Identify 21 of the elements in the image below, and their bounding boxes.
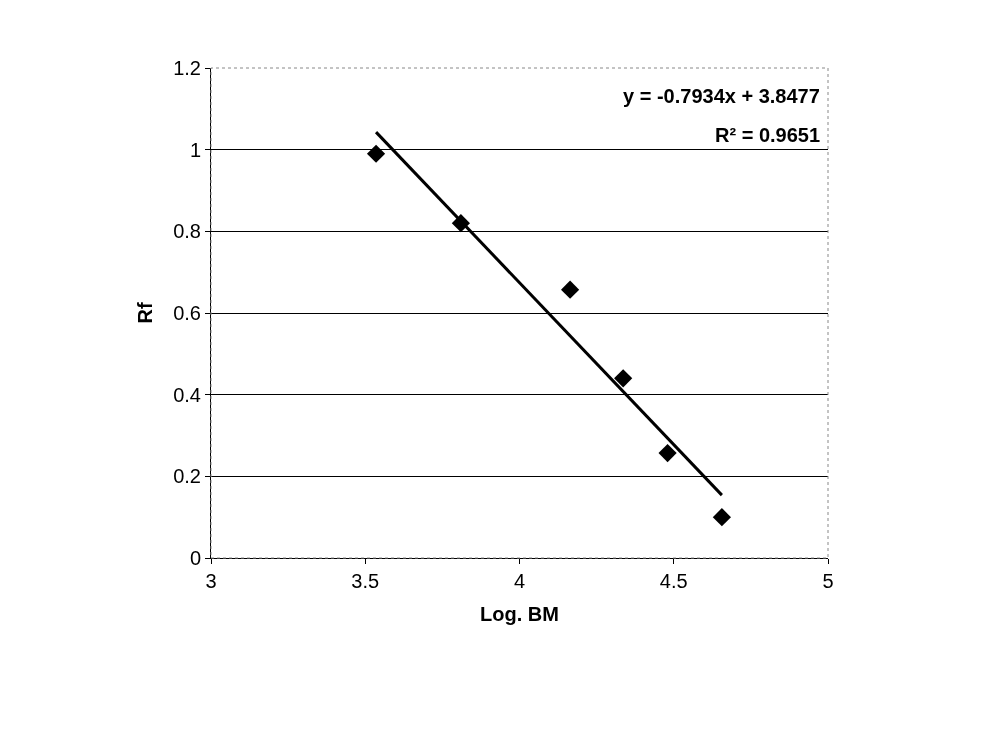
y-tick-label: 0.8: [173, 220, 201, 243]
point: [614, 369, 633, 388]
point: [712, 508, 731, 527]
y-tick-label: 1.2: [173, 57, 201, 79]
x-tick-label: 4: [513, 570, 526, 592]
annotation: R² = 0.9651: [715, 124, 821, 146]
y-tick-label: 0: [189, 547, 201, 569]
y-tick-label: 1: [189, 138, 201, 161]
x-tick-label: 4.5: [659, 570, 688, 592]
y-axis-title: Rf: [133, 302, 156, 324]
annotation: y = -0.7934x + 3.8477: [623, 85, 820, 107]
y-tick-label: 0.6: [173, 302, 201, 324]
x-tick-label: 3.5: [351, 570, 380, 592]
x-tick-label: 3: [205, 570, 217, 592]
y-tick-label: 0.2: [173, 465, 201, 488]
point: [560, 280, 580, 299]
x-tick-label: 5: [822, 570, 834, 592]
point: [658, 443, 677, 463]
y-tick-label: 0.4: [173, 383, 201, 406]
x-axis-title: Log. BM: [480, 602, 559, 625]
point: [366, 144, 386, 163]
